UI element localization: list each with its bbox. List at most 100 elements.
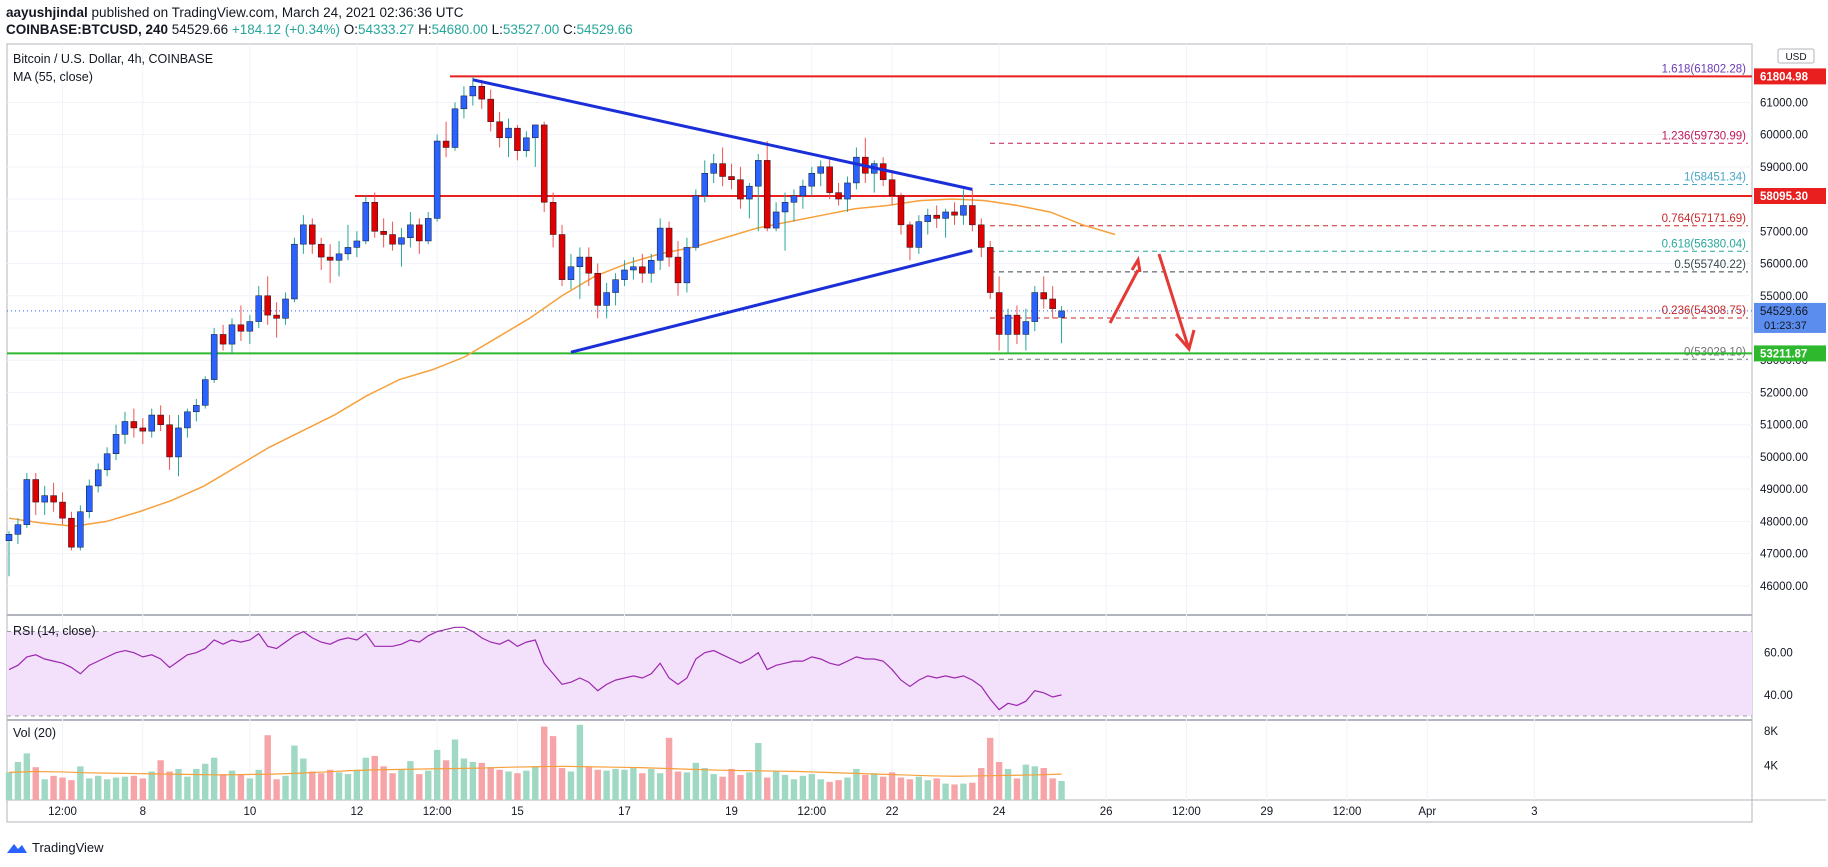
volume-bar (906, 779, 914, 800)
candle (335, 240, 343, 277)
volume-bar (808, 774, 815, 800)
current-price-tag (1754, 302, 1826, 333)
volume-bar (442, 760, 450, 800)
volume-bar (1058, 781, 1065, 800)
x-tick-label: 12:00 (48, 806, 77, 818)
candle (5, 531, 13, 577)
volume-bar (987, 737, 994, 800)
candle (487, 89, 494, 132)
candle-body (23, 479, 31, 525)
candle (86, 479, 93, 519)
volume-bar (871, 773, 878, 800)
volume-bar (193, 768, 200, 800)
candle-body (1013, 314, 1021, 335)
candle (14, 518, 22, 544)
candle (407, 211, 414, 248)
volume-bar (166, 771, 173, 800)
candle-body (808, 173, 816, 187)
volume-bar (237, 774, 245, 800)
author-name[interactable]: aayushjindal (6, 5, 88, 20)
chart-header: aayushjindal published on TradingView.co… (6, 4, 633, 38)
candle-body (701, 173, 709, 197)
candle (32, 473, 40, 515)
candle (942, 208, 949, 238)
candle-body (639, 266, 646, 274)
candle (291, 237, 298, 303)
candle (282, 292, 289, 325)
fib-level-label: 0.764(57171.69) (1662, 213, 1747, 225)
candle-body (193, 405, 200, 413)
candle-body (68, 517, 75, 548)
candle (906, 221, 914, 261)
volume-bar (674, 771, 682, 800)
y-tick-label: 57000.00 (1760, 226, 1808, 238)
candle (23, 473, 31, 528)
volume-bar (380, 766, 387, 800)
candle (121, 411, 129, 445)
volume-tick-label: 4K (1764, 760, 1778, 772)
candle-body (585, 256, 593, 274)
candle-body (719, 163, 726, 177)
high-value: 54680.00 (431, 22, 488, 37)
candle-body (692, 195, 700, 248)
candle (139, 418, 147, 445)
volume-bar (790, 779, 798, 800)
rsi-legend: RSI (14, close) (13, 624, 96, 638)
candle (558, 224, 566, 287)
candle-body (86, 485, 93, 512)
tradingview-brand: TradingView (32, 840, 104, 855)
candle (746, 182, 753, 219)
volume-bar (139, 778, 146, 800)
ma-legend: MA (55, close) (13, 70, 93, 84)
candle-body (451, 108, 459, 148)
candle-body (790, 195, 798, 203)
candle (665, 221, 673, 267)
candle (692, 189, 700, 251)
fib-level-label: 1.236(59730.99) (1662, 130, 1747, 142)
volume-bar (1031, 766, 1038, 800)
candle-body (1004, 314, 1012, 335)
candle (630, 257, 637, 280)
candle (772, 202, 780, 232)
volume-bar (933, 778, 940, 800)
symbol-label: COINBASE:BTCUSD, 240 (6, 22, 169, 37)
candle-body (826, 166, 833, 193)
candle-body (647, 260, 655, 274)
candle-body (353, 240, 361, 248)
candle-body (737, 179, 744, 200)
candle (960, 189, 967, 225)
candle (763, 141, 771, 232)
candle-body (335, 253, 343, 261)
tradingview-footer[interactable]: TradingView (6, 840, 104, 855)
candle-body (41, 495, 48, 503)
y-tick-label: 48000.00 (1760, 516, 1808, 528)
fib-level-label: 1(58451.34) (1684, 172, 1746, 184)
candle-body (496, 121, 503, 139)
x-tick-label: 12:00 (1172, 806, 1201, 818)
forecast-arrow-down (1157, 253, 1190, 347)
candle (915, 215, 923, 254)
x-tick-label: Apr (1418, 806, 1436, 818)
candle (888, 170, 896, 206)
open-label: O: (343, 22, 358, 37)
candle-body (460, 95, 468, 110)
volume-tick-label: 8K (1764, 726, 1778, 738)
candle-body (344, 247, 352, 255)
candle-body (621, 269, 628, 280)
volume-bar (14, 762, 22, 800)
candle-body (416, 224, 423, 242)
candle (219, 324, 227, 351)
volume-bar (576, 724, 584, 800)
candle-body (942, 211, 949, 219)
volume-bar (505, 771, 512, 800)
candle-body (103, 453, 111, 471)
volume-bar (121, 776, 129, 800)
candle-body (755, 160, 762, 187)
candle-body (326, 256, 334, 261)
volume-bar (1049, 778, 1056, 800)
volume-bar (915, 776, 923, 800)
rsi-line (8, 626, 1062, 711)
candle-body (112, 434, 120, 454)
resistance-mid-price-tag (1754, 187, 1826, 204)
